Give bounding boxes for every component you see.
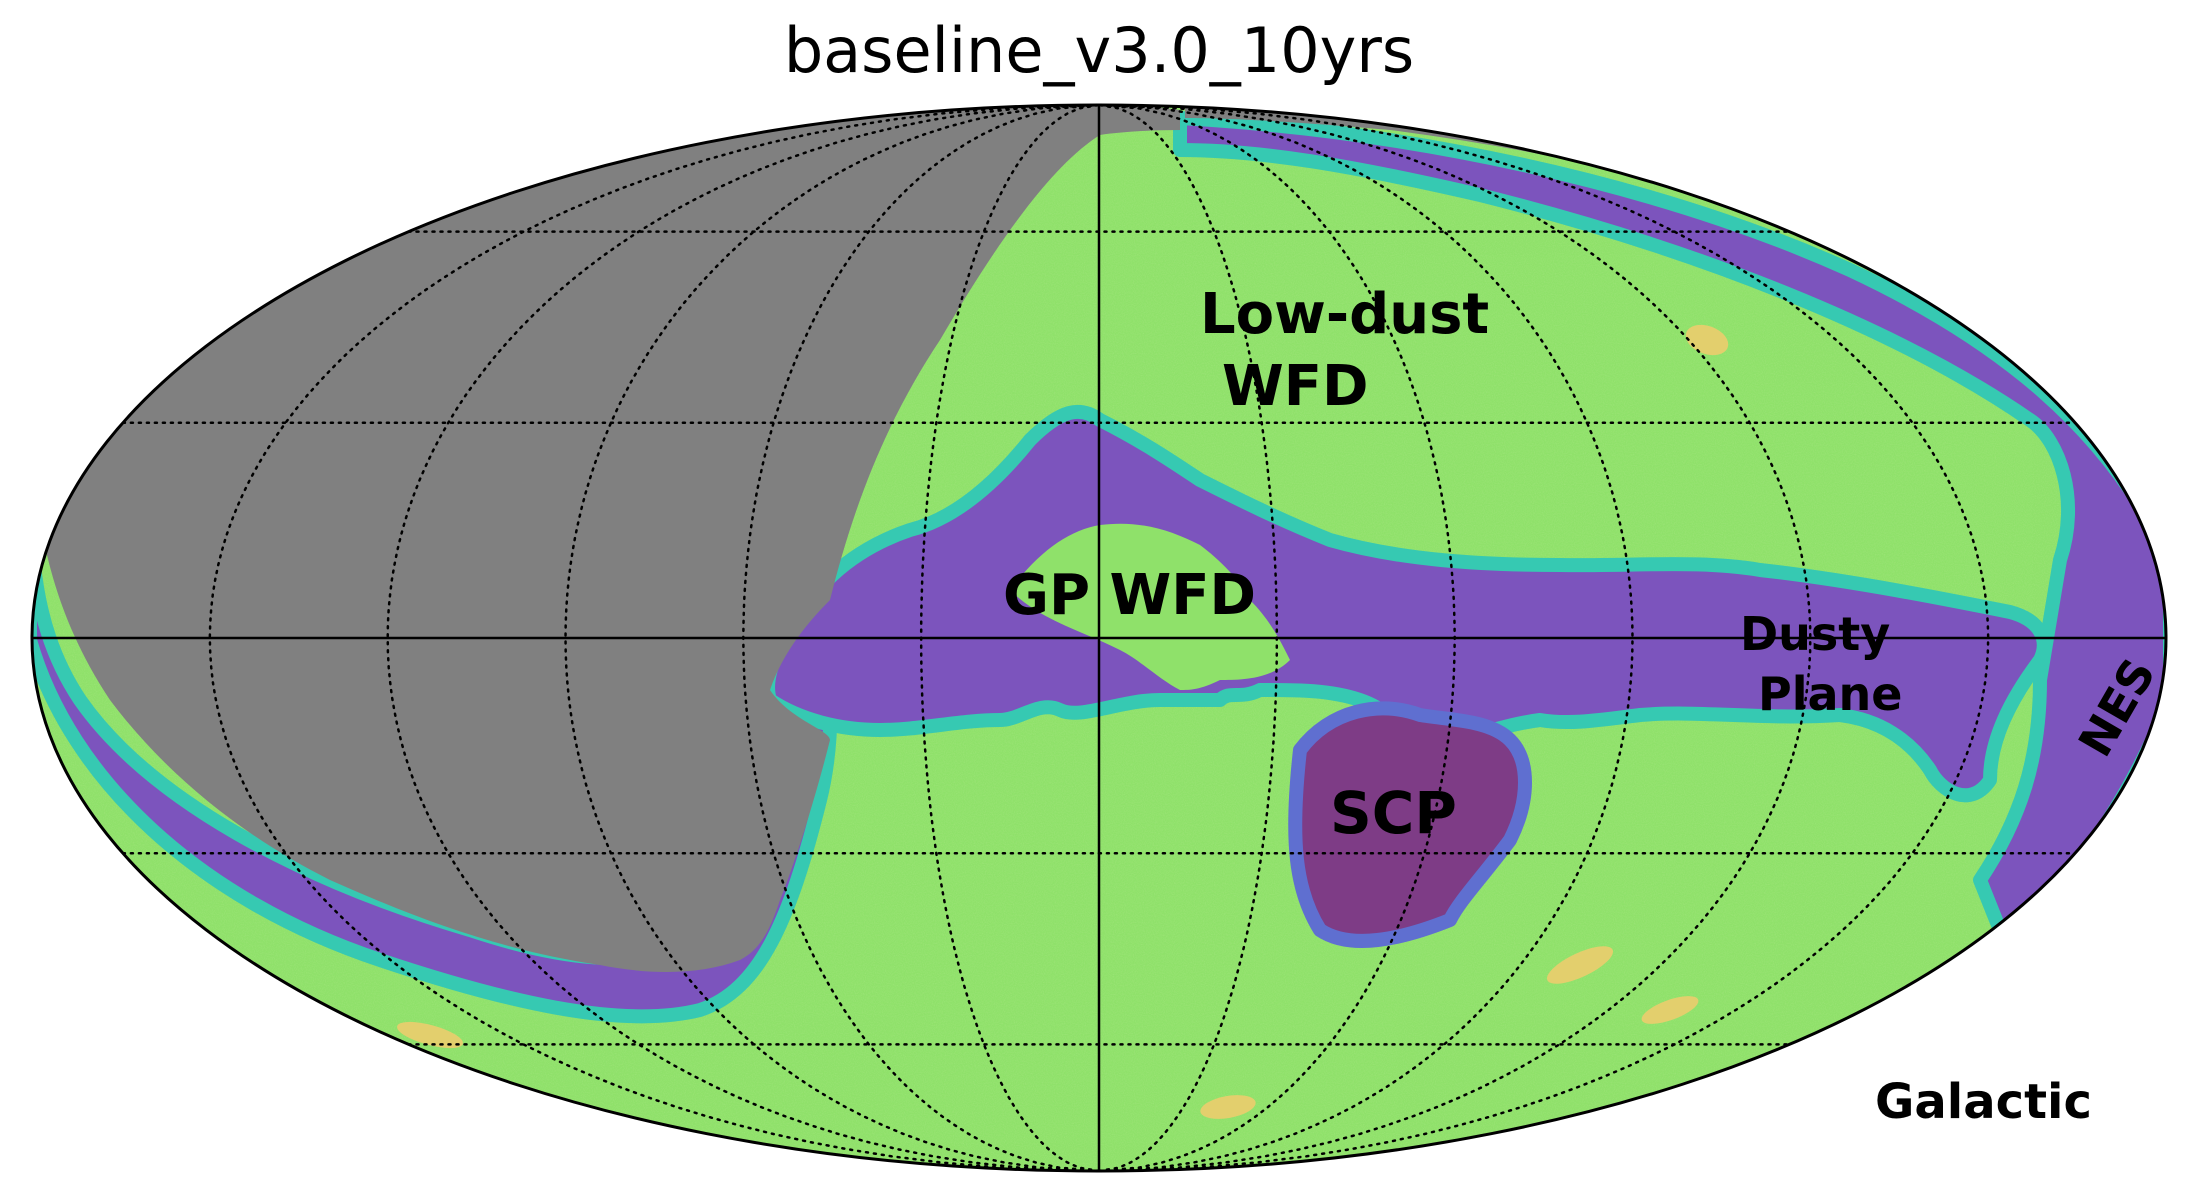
ddf-spot-3: [1641, 996, 1699, 1024]
ddf-spot-2: [1546, 946, 1614, 984]
ddf-spot-1: [1685, 324, 1729, 356]
unobserved-region: [32, 105, 2166, 972]
scp-core-region: [1288, 701, 1532, 948]
label-low-dust-wfd-line2: WFD: [1222, 354, 1369, 419]
coordinate-frame-label: Galactic: [1875, 1074, 2092, 1130]
ddf-spot-4: [397, 1021, 463, 1049]
meridian-line: [1097, 105, 1634, 1171]
label-gp-wfd: GP WFD: [1003, 563, 1256, 628]
ddf-spot-5: [1200, 1095, 1256, 1119]
dusty-plane-right-band: [1173, 111, 2166, 937]
label-dusty-plane-line1: Dusty: [1740, 607, 1890, 661]
label-dusty-plane-line2: Plane: [1758, 667, 1902, 721]
map-boundary: [30, 103, 2168, 1173]
label-scp: SCP: [1330, 779, 1457, 847]
meridian-line: [386, 105, 1101, 1171]
gp-wfd-notch: [1010, 523, 1290, 690]
map-title: baseline_v3.0_10yrs: [784, 14, 1414, 87]
label-low-dust-wfd-line1: Low-dust: [1200, 282, 1489, 347]
